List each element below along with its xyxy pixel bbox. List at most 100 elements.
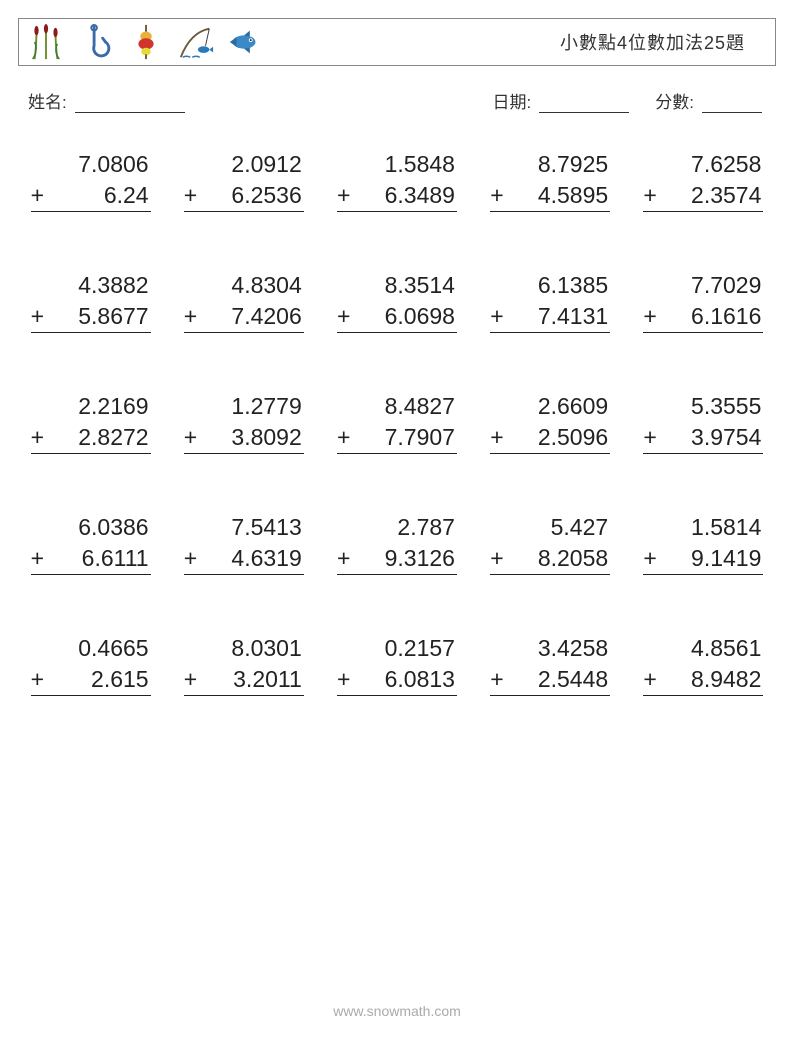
operand-b-row: +6.24 — [31, 180, 151, 212]
operand-a: 1.5848 — [337, 149, 457, 180]
bobber-icon — [127, 23, 165, 61]
operand-a: 7.5413 — [184, 512, 304, 543]
operator: + — [337, 180, 353, 211]
operator: + — [184, 422, 200, 453]
operand-b-row: +2.5448 — [490, 664, 610, 696]
operator: + — [643, 664, 659, 695]
operator: + — [31, 543, 47, 574]
operator: + — [337, 422, 353, 453]
operand-b-row: +2.3574 — [643, 180, 763, 212]
operand-a: 8.7925 — [490, 149, 610, 180]
operand-b: 7.7907 — [353, 422, 455, 453]
operand-b: 6.1616 — [659, 301, 761, 332]
operand-a: 5.3555 — [643, 391, 763, 422]
operator: + — [31, 180, 47, 211]
operand-b-row: +6.0698 — [337, 301, 457, 333]
operand-b-row: +2.615 — [31, 664, 151, 696]
operand-b-row: +3.8092 — [184, 422, 304, 454]
operand-b-row: +2.8272 — [31, 422, 151, 454]
operator: + — [337, 664, 353, 695]
operand-b-row: +9.3126 — [337, 543, 457, 575]
name-field: 姓名: — [28, 88, 189, 113]
operator: + — [490, 422, 506, 453]
date-label: 日期: — [493, 88, 532, 113]
operator: + — [490, 180, 506, 211]
operand-a: 1.5814 — [643, 512, 763, 543]
problem: 2.6609+2.5096 — [490, 391, 610, 454]
name-label: 姓名: — [28, 88, 67, 113]
operator: + — [337, 301, 353, 332]
operand-a: 5.427 — [490, 512, 610, 543]
operand-a: 7.7029 — [643, 270, 763, 301]
operand-b-row: +7.7907 — [337, 422, 457, 454]
operator: + — [337, 543, 353, 574]
problem: 4.8304+7.4206 — [184, 270, 304, 333]
operand-b: 7.4131 — [506, 301, 608, 332]
problem: 0.2157+6.0813 — [337, 633, 457, 696]
operator: + — [490, 301, 506, 332]
operand-a: 6.1385 — [490, 270, 610, 301]
operand-a: 0.4665 — [31, 633, 151, 664]
problems-grid: 7.0806+6.242.0912+6.25361.5848+6.34898.7… — [18, 149, 776, 696]
operand-a: 0.2157 — [337, 633, 457, 664]
operator: + — [31, 422, 47, 453]
operand-b: 7.4206 — [200, 301, 302, 332]
operator: + — [490, 664, 506, 695]
operand-b: 6.2536 — [200, 180, 302, 211]
operand-a: 4.8561 — [643, 633, 763, 664]
problem: 1.2779+3.8092 — [184, 391, 304, 454]
operand-b: 2.5448 — [506, 664, 608, 695]
problem: 5.3555+3.9754 — [643, 391, 763, 454]
operand-b: 6.24 — [47, 180, 149, 211]
operand-a: 8.4827 — [337, 391, 457, 422]
operand-b-row: +8.9482 — [643, 664, 763, 696]
operand-b: 2.5096 — [506, 422, 608, 453]
header-icons — [27, 23, 265, 61]
name-blank[interactable] — [75, 96, 185, 113]
problem: 1.5814+9.1419 — [643, 512, 763, 575]
operand-b-row: +5.8677 — [31, 301, 151, 333]
problem: 1.5848+6.3489 — [337, 149, 457, 212]
operand-b: 8.9482 — [659, 664, 761, 695]
operand-b: 6.0698 — [353, 301, 455, 332]
operand-b: 8.2058 — [506, 543, 608, 574]
operand-b-row: +7.4206 — [184, 301, 304, 333]
date-blank[interactable] — [539, 96, 629, 113]
operator: + — [643, 543, 659, 574]
reeds-icon — [27, 23, 65, 61]
operand-a: 2.2169 — [31, 391, 151, 422]
operand-a: 2.0912 — [184, 149, 304, 180]
problem: 8.0301+3.2011 — [184, 633, 304, 696]
operand-b-row: +8.2058 — [490, 543, 610, 575]
score-blank[interactable] — [702, 96, 762, 113]
fish-icon — [227, 23, 265, 61]
operator: + — [643, 422, 659, 453]
operand-a: 8.3514 — [337, 270, 457, 301]
operand-b-row: +6.3489 — [337, 180, 457, 212]
info-row: 姓名: 日期: 分數: — [28, 88, 766, 113]
operand-b: 3.9754 — [659, 422, 761, 453]
operand-b: 9.1419 — [659, 543, 761, 574]
problem: 4.8561+8.9482 — [643, 633, 763, 696]
operand-a: 8.0301 — [184, 633, 304, 664]
problem: 5.427+8.2058 — [490, 512, 610, 575]
operand-b-row: +6.6111 — [31, 543, 151, 575]
problem: 2.787+9.3126 — [337, 512, 457, 575]
operand-a: 3.4258 — [490, 633, 610, 664]
operand-b: 4.6319 — [200, 543, 302, 574]
problem: 7.5413+4.6319 — [184, 512, 304, 575]
operand-b: 6.6111 — [47, 543, 149, 574]
problem: 3.4258+2.5448 — [490, 633, 610, 696]
operand-a: 4.8304 — [184, 270, 304, 301]
operand-b: 6.3489 — [353, 180, 455, 211]
operand-b-row: +4.5895 — [490, 180, 610, 212]
operator: + — [184, 180, 200, 211]
operand-b: 6.0813 — [353, 664, 455, 695]
operator: + — [31, 664, 47, 695]
operand-b-row: +3.9754 — [643, 422, 763, 454]
problem: 7.7029+6.1616 — [643, 270, 763, 333]
operator: + — [184, 301, 200, 332]
operand-b-row: +7.4131 — [490, 301, 610, 333]
date-score-group: 日期: 分數: — [493, 88, 766, 113]
operand-b: 3.8092 — [200, 422, 302, 453]
